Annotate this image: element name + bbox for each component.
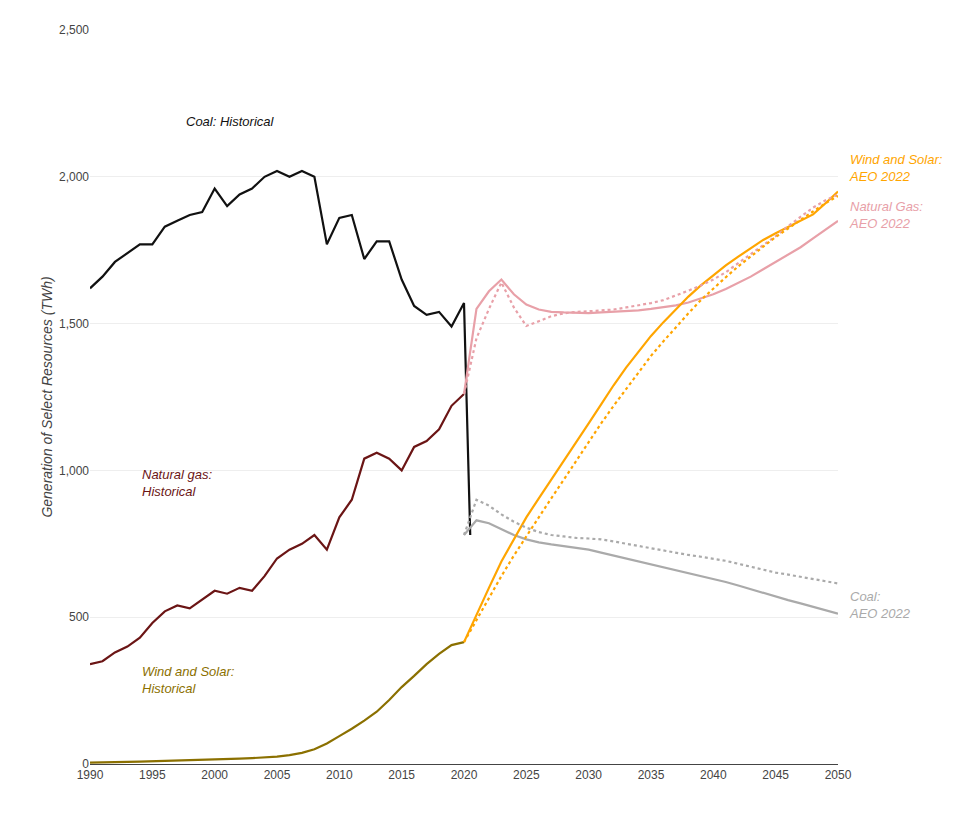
svg-text:1,000: 1,000 (59, 464, 89, 478)
svg-text:2005: 2005 (264, 768, 291, 782)
svg-text:Wind and Solar:AEO 2022: Wind and Solar:AEO 2022 (849, 152, 943, 184)
svg-text:2035: 2035 (638, 768, 665, 782)
svg-text:1,500: 1,500 (59, 317, 89, 331)
svg-text:0: 0 (82, 757, 89, 771)
svg-text:2050: 2050 (825, 768, 852, 782)
svg-text:Wind and Solar:Historical: Wind and Solar:Historical (142, 664, 235, 696)
svg-text:2,500: 2,500 (59, 23, 89, 37)
svg-text:Coal:AEO 2022: Coal:AEO 2022 (849, 589, 911, 621)
svg-text:1995: 1995 (139, 768, 166, 782)
svg-text:2025: 2025 (513, 768, 540, 782)
svg-text:2040: 2040 (700, 768, 727, 782)
svg-text:2030: 2030 (575, 768, 602, 782)
svg-text:500: 500 (69, 610, 89, 624)
svg-text:Natural Gas:AEO 2022: Natural Gas:AEO 2022 (849, 199, 923, 231)
svg-text:2000: 2000 (201, 768, 228, 782)
svg-text:2010: 2010 (326, 768, 353, 782)
svg-text:2,000: 2,000 (59, 170, 89, 184)
svg-text:Generation of Select Resources: Generation of Select Resources (TWh) (39, 276, 55, 517)
svg-text:Coal: Historical: Coal: Historical (186, 114, 275, 129)
svg-text:2020: 2020 (451, 768, 478, 782)
svg-text:2045: 2045 (762, 768, 789, 782)
svg-text:1990: 1990 (77, 768, 104, 782)
svg-text:Natural gas:Historical: Natural gas:Historical (142, 467, 212, 499)
svg-text:2015: 2015 (388, 768, 415, 782)
